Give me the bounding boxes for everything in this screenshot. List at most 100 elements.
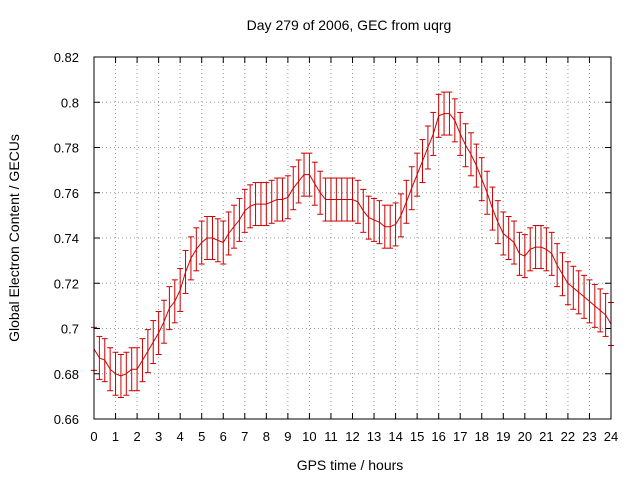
- y-axis-label: Global Electron Content / GECUs: [6, 134, 22, 342]
- error-bar: [117, 354, 124, 399]
- x-axis-label: GPS time / hours: [297, 457, 404, 473]
- error-bar: [187, 236, 194, 281]
- error-bar: [279, 177, 286, 222]
- error-bar: [220, 220, 227, 265]
- error-bar: [392, 202, 399, 247]
- error-bar: [231, 204, 238, 249]
- error-bar: [484, 170, 491, 215]
- error-bar: [236, 197, 243, 242]
- error-bar: [322, 177, 329, 222]
- x-tick-label: 24: [604, 429, 618, 444]
- x-tick-label: 14: [388, 429, 402, 444]
- error-bar: [430, 111, 437, 156]
- error-bar: [295, 159, 302, 204]
- error-bar: [354, 179, 361, 224]
- error-bar: [284, 175, 291, 220]
- error-bar: [570, 265, 577, 310]
- x-tick-label: 19: [496, 429, 510, 444]
- y-tick-label: 0.82: [54, 50, 79, 65]
- error-bar: [327, 177, 334, 222]
- error-bar: [344, 177, 351, 222]
- error-bar: [306, 152, 313, 197]
- error-bar: [478, 157, 485, 202]
- error-bar: [575, 270, 582, 315]
- error-bar: [494, 200, 501, 245]
- error-bar: [274, 177, 281, 222]
- error-bar: [500, 211, 507, 256]
- error-bar: [387, 204, 394, 249]
- x-tick-label: 1: [112, 429, 119, 444]
- error-bar: [317, 170, 324, 215]
- y-tick-label: 0.78: [54, 141, 79, 156]
- x-tick-label: 5: [198, 429, 205, 444]
- error-bar: [101, 338, 108, 383]
- error-bar: [419, 139, 426, 184]
- y-tick-label: 0.68: [54, 367, 79, 382]
- error-bar: [505, 216, 512, 260]
- x-tick-label: 10: [302, 429, 316, 444]
- error-bar: [247, 184, 254, 229]
- error-bar: [532, 225, 539, 270]
- x-tick-label: 20: [518, 429, 532, 444]
- error-bar: [489, 186, 496, 231]
- error-bar: [177, 268, 184, 313]
- x-tick-label: 8: [263, 429, 270, 444]
- error-bar: [516, 231, 523, 276]
- error-bar: [144, 329, 151, 374]
- error-bar: [225, 211, 232, 256]
- error-bar: [527, 227, 534, 272]
- error-bar: [268, 179, 275, 224]
- error-bar: [365, 195, 372, 240]
- error-bar: [371, 197, 378, 242]
- error-bar: [376, 200, 383, 245]
- x-tick-label: 23: [582, 429, 596, 444]
- error-bar: [214, 218, 221, 263]
- plot-frame: [93, 56, 612, 420]
- error-bar: [597, 288, 604, 333]
- chart-title: Day 279 of 2006, GEC from uqrg: [247, 17, 452, 33]
- x-tick-label: 18: [475, 429, 489, 444]
- error-bar: [204, 216, 211, 260]
- grid-lines: [93, 56, 612, 420]
- x-tick-label: 22: [561, 429, 575, 444]
- error-bar: [257, 182, 264, 227]
- x-tick-label: 0: [90, 429, 97, 444]
- error-bar: [511, 220, 518, 265]
- y-tick-label: 0.7: [61, 322, 79, 337]
- error-bar: [424, 125, 431, 170]
- error-bar: [408, 166, 415, 211]
- error-bar: [123, 351, 130, 396]
- series-layer: [91, 91, 614, 399]
- y-tick-label: 0.72: [54, 276, 79, 291]
- error-bar: [311, 161, 318, 206]
- error-bar: [338, 177, 345, 222]
- error-bar: [198, 220, 205, 265]
- error-bar: [166, 286, 173, 331]
- error-bar: [112, 351, 119, 396]
- error-bar: [554, 243, 561, 288]
- x-tick-label: 15: [410, 429, 424, 444]
- error-bar: [435, 93, 442, 138]
- x-tick-label: 3: [155, 429, 162, 444]
- error-bar: [134, 347, 141, 392]
- error-bar: [473, 143, 480, 188]
- x-tick-label: 9: [284, 429, 291, 444]
- y-tick-label: 0.76: [54, 186, 79, 201]
- error-bar: [263, 182, 270, 227]
- error-bar: [96, 335, 103, 380]
- error-bar: [171, 279, 178, 324]
- error-bar: [457, 111, 464, 156]
- series-line: [93, 113, 612, 377]
- error-bar: [451, 98, 458, 143]
- y-tick-labels: 0.66 0.68 0.7 0.72 0.74 0.76 0.78 0.8 0.82: [54, 50, 79, 427]
- error-bar: [446, 91, 453, 136]
- error-bar: [241, 188, 248, 233]
- x-tick-label: 17: [453, 429, 467, 444]
- error-bar: [349, 177, 356, 222]
- error-bar: [586, 279, 593, 324]
- error-bar: [441, 91, 448, 136]
- error-bar: [537, 225, 544, 270]
- error-bar: [290, 166, 297, 211]
- x-tick-label: 6: [220, 429, 227, 444]
